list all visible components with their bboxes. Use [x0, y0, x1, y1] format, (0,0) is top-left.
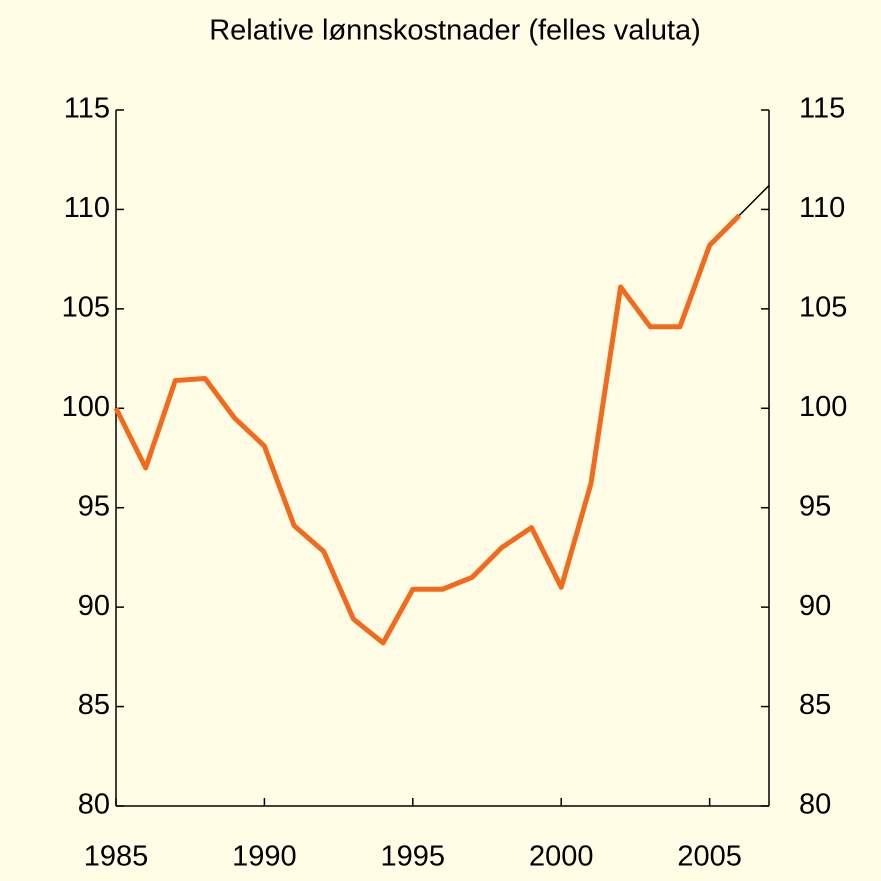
x-tick-label: 1990 — [232, 841, 297, 873]
x-tick-label: 1995 — [381, 841, 446, 873]
y-tick-label: 85 — [78, 689, 110, 721]
y2-tick-label: 105 — [799, 292, 847, 324]
y2-tick-label: 115 — [799, 93, 845, 125]
y-tick-label: 90 — [78, 590, 110, 622]
x-tick-label: 2000 — [529, 841, 594, 873]
y-tick-label: 105 — [62, 292, 110, 324]
line-series — [113, 213, 742, 646]
y-tick-label: 115 — [64, 93, 110, 125]
y-tick-label: 110 — [64, 192, 110, 224]
chart-title: Relative lønnskostnader (felles valuta) — [209, 15, 701, 47]
y2-tick-label: 95 — [799, 490, 831, 522]
y2-tick-label: 85 — [799, 689, 831, 721]
x-tick-label: 1985 — [84, 841, 149, 873]
y-tick-label: 80 — [78, 789, 110, 821]
y2-tick-label: 110 — [799, 192, 845, 224]
y2-tick-label: 100 — [799, 391, 847, 423]
y2-tick-label: 80 — [799, 789, 831, 821]
y2-tick-label: 90 — [799, 590, 831, 622]
y-tick-label: 100 — [62, 391, 110, 423]
x-tick-label: 2005 — [677, 841, 742, 873]
y-tick-label: 95 — [78, 490, 110, 522]
line-series — [738, 185, 770, 216]
